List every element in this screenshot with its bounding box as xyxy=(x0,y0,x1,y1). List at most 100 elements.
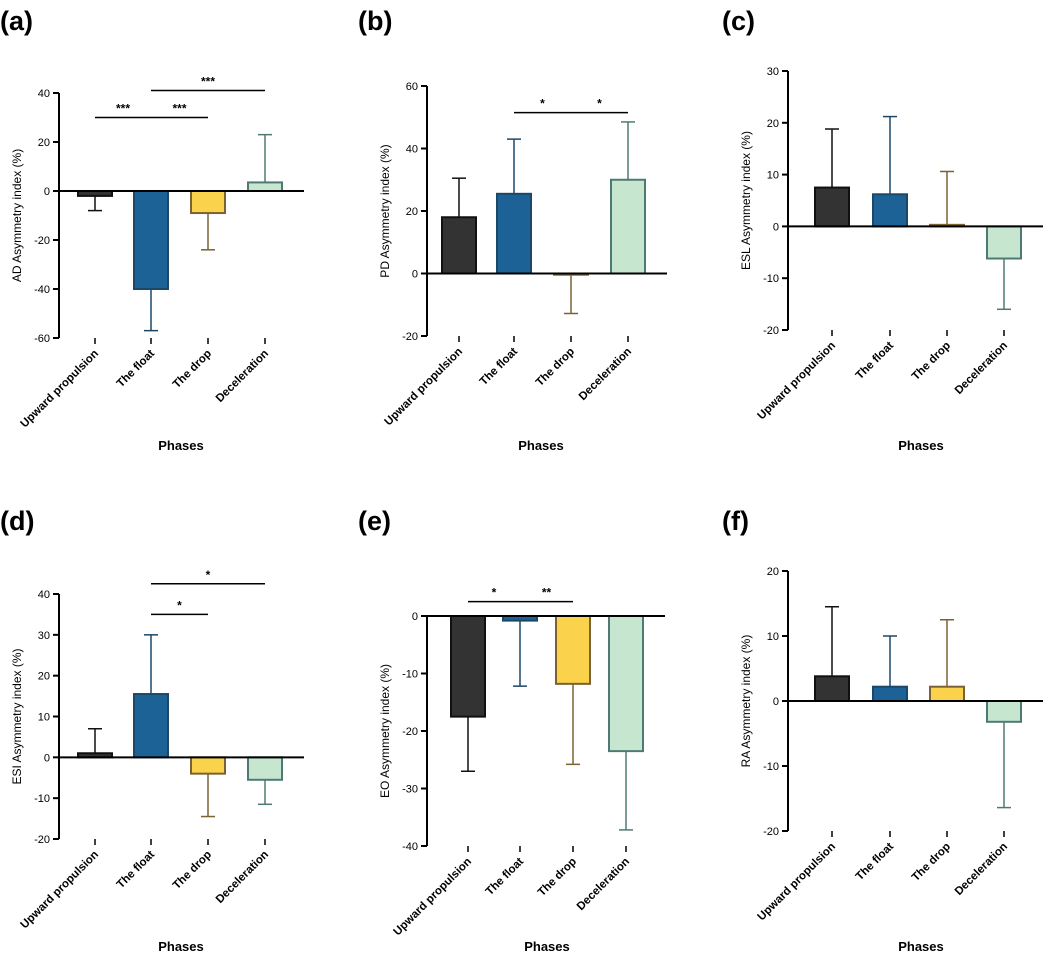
y-tick-label: 10 xyxy=(767,631,779,643)
x-axis-label: Phases xyxy=(898,438,944,453)
y-tick-label: -20 xyxy=(34,834,50,846)
panel-label: (c) xyxy=(722,6,755,36)
significance-label: *** xyxy=(116,102,130,116)
x-tick-label: The drop xyxy=(171,849,214,892)
y-tick-label: -10 xyxy=(763,761,779,773)
significance-label: * xyxy=(177,598,182,612)
y-tick-label: 40 xyxy=(406,144,418,156)
x-tick-label: The drop xyxy=(910,340,953,383)
panel-label: (b) xyxy=(358,6,392,36)
y-tick-label: 0 xyxy=(44,186,50,198)
x-axis-label: Phases xyxy=(158,939,204,953)
bar xyxy=(814,186,850,228)
y-tick-label: -20 xyxy=(763,325,779,337)
y-tick-label: -40 xyxy=(402,841,418,853)
y-tick-label: 40 xyxy=(38,88,50,100)
y-tick-label: -10 xyxy=(763,273,779,285)
bar xyxy=(610,178,646,275)
x-axis-label: Phases xyxy=(158,438,204,453)
y-tick-label: -20 xyxy=(402,331,418,343)
y-tick-label: 20 xyxy=(38,671,50,683)
y-tick-label: 0 xyxy=(44,752,50,764)
y-tick-label: -40 xyxy=(34,284,50,296)
chart-panel: (e) 0 -10 -20 -30 -40 Upward propulsion The flo… xyxy=(358,506,665,953)
panel-label: (d) xyxy=(0,506,34,536)
y-tick-label: -10 xyxy=(402,669,418,681)
x-tick-label: Upward propulsion xyxy=(756,340,839,423)
significance-label: * xyxy=(206,568,211,582)
bar xyxy=(441,216,477,275)
x-tick-label: The drop xyxy=(536,856,579,899)
bar xyxy=(190,756,226,775)
y-axis-label: PD Asymmetry index (%) xyxy=(378,144,392,277)
x-tick-label: Upward propulsion xyxy=(756,841,839,924)
y-tick-label: 0 xyxy=(412,611,418,623)
y-tick-label: 30 xyxy=(38,630,50,642)
y-tick-label: -20 xyxy=(402,726,418,738)
y-tick-label: 10 xyxy=(38,712,50,724)
x-axis-label: Phases xyxy=(898,939,944,953)
significance-label: * xyxy=(492,586,497,600)
bar xyxy=(450,615,486,718)
y-tick-label: -60 xyxy=(34,333,50,345)
bar xyxy=(133,693,169,759)
y-tick-label: -10 xyxy=(34,793,50,805)
y-tick-label: -20 xyxy=(763,826,779,838)
significance-label: *** xyxy=(201,75,215,89)
x-tick-label: Deceleration xyxy=(214,849,271,906)
y-tick-label: 20 xyxy=(406,206,418,218)
significance-label: *** xyxy=(172,102,186,116)
bar xyxy=(814,675,850,702)
x-tick-label: The drop xyxy=(910,841,953,884)
y-tick-label: 20 xyxy=(38,137,50,149)
x-tick-label: The drop xyxy=(171,348,214,391)
y-axis-label: ESL Asymmetry index (%) xyxy=(739,131,753,270)
chart-panel: (a) 40 20 0 -20 -40 -60 Upward propulsion The fl… xyxy=(0,6,304,453)
chart-panel: (d) 40 30 20 10 0 -10 -20 Upward propulsion The f… xyxy=(0,506,304,953)
bar xyxy=(872,193,908,228)
x-tick-label: The float xyxy=(115,348,157,390)
y-tick-label: -30 xyxy=(402,784,418,796)
bar xyxy=(986,225,1022,260)
x-tick-label: The float xyxy=(484,856,526,898)
bar xyxy=(496,192,532,275)
x-tick-label: The drop xyxy=(534,346,577,389)
bar xyxy=(555,615,591,685)
x-tick-label: The float xyxy=(478,346,520,388)
x-tick-label: Deceleration xyxy=(953,340,1010,397)
y-tick-label: 60 xyxy=(406,81,418,93)
x-tick-label: The float xyxy=(854,340,896,382)
bar xyxy=(986,700,1022,723)
bar xyxy=(133,190,169,290)
x-tick-label: Deceleration xyxy=(575,856,632,913)
bar xyxy=(872,685,908,703)
significance-label: ** xyxy=(542,586,552,600)
y-axis-label: AD Asymmetry index (%) xyxy=(10,149,24,282)
x-tick-label: Upward propulsion xyxy=(19,348,102,431)
x-axis-label: Phases xyxy=(524,939,570,953)
y-axis-label: ESI Asymmetry index (%) xyxy=(10,648,24,784)
x-tick-label: Deceleration xyxy=(214,348,271,405)
y-tick-label: 10 xyxy=(767,170,779,182)
y-tick-label: 30 xyxy=(767,66,779,78)
x-tick-label: Upward propulsion xyxy=(383,346,466,429)
y-tick-label: 0 xyxy=(412,269,418,281)
significance-label: * xyxy=(597,97,602,111)
y-tick-label: 20 xyxy=(767,118,779,130)
y-tick-label: 0 xyxy=(773,696,779,708)
bar xyxy=(247,756,283,781)
x-tick-label: Deceleration xyxy=(577,346,634,403)
significance-label: * xyxy=(540,97,545,111)
x-tick-label: Upward propulsion xyxy=(392,856,475,939)
y-axis-label: EO Asymmetry index (%) xyxy=(378,664,392,798)
chart-panel: (b) 60 40 20 0 -20 Upward propulsion The float T… xyxy=(358,6,667,453)
chart-panel: (f) 20 10 0 -10 -20 Upward propulsion The float… xyxy=(722,506,1043,953)
x-tick-label: Upward propulsion xyxy=(19,849,102,932)
y-tick-label: 40 xyxy=(38,589,50,601)
x-axis-label: Phases xyxy=(518,438,564,453)
y-axis-label: RA Asymmetry index (%) xyxy=(739,635,753,768)
x-tick-label: The float xyxy=(115,849,157,891)
x-tick-label: Deceleration xyxy=(953,841,1010,898)
x-tick-label: The float xyxy=(854,841,896,883)
